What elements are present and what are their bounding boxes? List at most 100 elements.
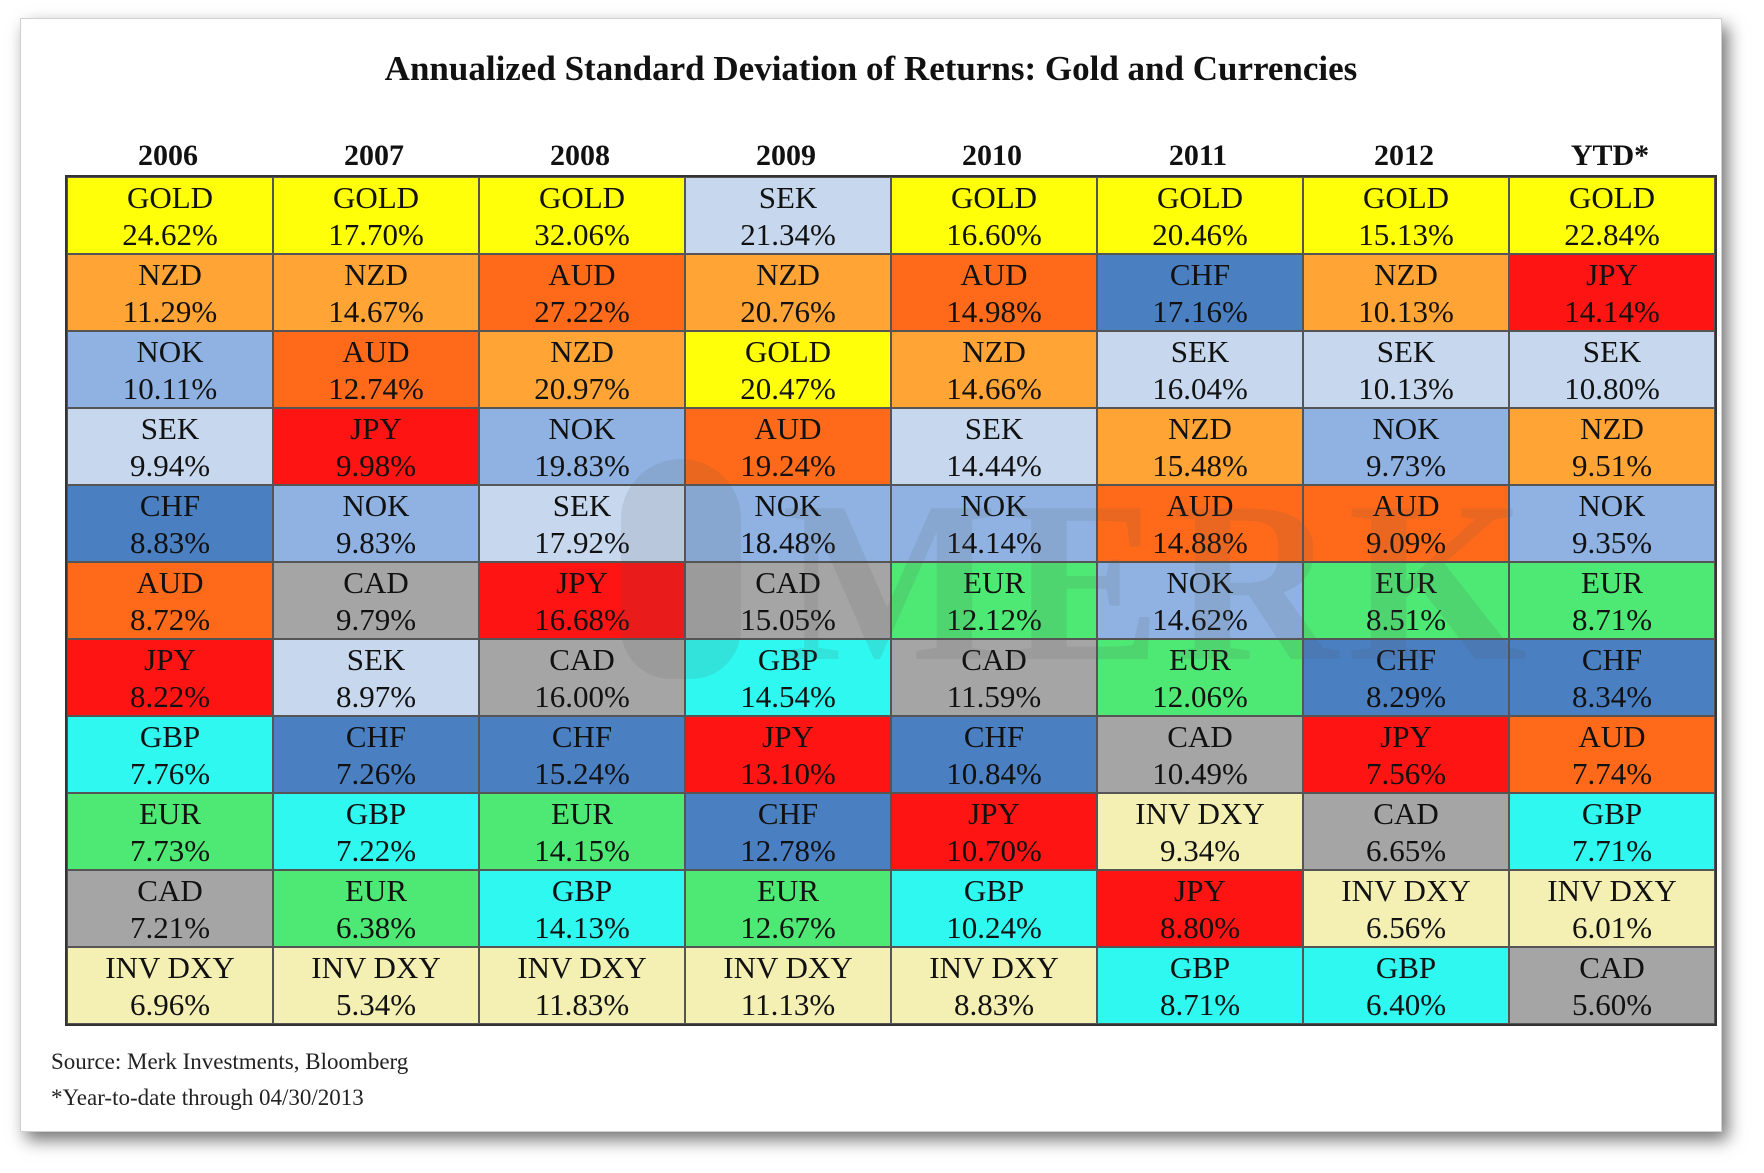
table-cell: INV DXY 6.56%: [1303, 870, 1509, 947]
table-cell: EUR 8.51%: [1303, 562, 1509, 639]
currency-label: AUD: [1372, 487, 1440, 523]
volatility-value: 8.97%: [335, 678, 417, 714]
table-cell: GBP 10.24%: [891, 870, 1097, 947]
chart-title: Annualized Standard Deviation of Returns…: [384, 49, 1358, 88]
volatility-value: 15.13%: [1358, 216, 1454, 252]
year-header-7: YTD*: [1570, 139, 1650, 172]
currency-label: AUD: [548, 256, 616, 292]
volatility-value: 8.71%: [1571, 601, 1653, 637]
volatility-value: 15.24%: [534, 755, 630, 791]
currency-label: INV DXY: [1341, 872, 1471, 908]
currency-label: NZD: [550, 333, 614, 369]
currency-label: INV DXY: [1547, 872, 1677, 908]
currency-label: SEK: [1170, 333, 1230, 369]
currency-label: CAD: [1579, 949, 1645, 985]
table-cell: INV DXY 11.83%: [479, 947, 685, 1024]
currency-label: NZD: [756, 256, 820, 292]
currency-label: AUD: [754, 410, 822, 446]
currency-label: INV DXY: [1135, 795, 1265, 831]
table-cell: CAD 15.05%: [685, 562, 891, 639]
currency-label: GBP: [963, 872, 1025, 908]
volatility-value: 10.11%: [122, 370, 218, 406]
volatility-value: 22.84%: [1564, 216, 1660, 252]
volatility-value: 6.40%: [1365, 986, 1447, 1022]
volatility-value: 12.06%: [1152, 678, 1248, 714]
table-cell: EUR 6.38%: [273, 870, 479, 947]
volatility-value: 14.88%: [1152, 524, 1248, 560]
table-cell: NZD 14.66%: [891, 331, 1097, 408]
table-cell: CHF 8.29%: [1303, 639, 1509, 716]
volatility-value: 14.98%: [946, 293, 1042, 329]
currency-label: GOLD: [1156, 179, 1244, 215]
table-cell: CAD 6.65%: [1303, 793, 1509, 870]
currency-label: CHF: [139, 487, 201, 523]
volatility-value: 7.76%: [129, 755, 211, 791]
volatility-value: 16.60%: [946, 216, 1042, 252]
table-cell: NOK 14.62%: [1097, 562, 1303, 639]
table-cell: EUR 14.15%: [479, 793, 685, 870]
table-cell: GBP 8.71%: [1097, 947, 1303, 1024]
volatility-value: 11.13%: [740, 986, 836, 1022]
table-cell: CHF 12.78%: [685, 793, 891, 870]
volatility-value: 11.83%: [534, 986, 630, 1022]
currency-label: JPY: [1586, 256, 1638, 292]
table-cell: GBP 7.71%: [1509, 793, 1715, 870]
table-cell: NZD 15.48%: [1097, 408, 1303, 485]
volatility-value: 10.13%: [1358, 370, 1454, 406]
table-cell: AUD 7.74%: [1509, 716, 1715, 793]
volatility-value: 13.10%: [740, 755, 836, 791]
table-cell: GBP 14.13%: [479, 870, 685, 947]
footnote: *Year-to-date through 04/30/2013: [51, 1085, 364, 1110]
table-cell: CHF 7.26%: [273, 716, 479, 793]
table-cell: SEK 21.34%: [685, 177, 891, 254]
currency-label: NOK: [1166, 564, 1234, 600]
table-cell: GBP 7.22%: [273, 793, 479, 870]
table-cell: SEK 17.92%: [479, 485, 685, 562]
currency-label: CHF: [1375, 641, 1437, 677]
currency-label: EUR: [757, 872, 819, 908]
currency-label: GBP: [757, 641, 819, 677]
table-cell: JPY 7.56%: [1303, 716, 1509, 793]
volatility-value: 14.44%: [946, 447, 1042, 483]
currency-label: NOK: [342, 487, 410, 523]
volatility-value: 7.22%: [335, 832, 417, 868]
table-cell: JPY 14.14%: [1509, 254, 1715, 331]
currency-label: CAD: [343, 564, 409, 600]
table-cell: INV DXY 6.96%: [67, 947, 273, 1024]
volatility-value: 10.80%: [1564, 370, 1660, 406]
volatility-value: 9.83%: [335, 524, 417, 560]
volatility-value: 7.74%: [1571, 755, 1653, 791]
volatility-value: 14.15%: [534, 832, 630, 868]
year-header-1: 2007: [344, 139, 404, 172]
table-cell: GBP 6.40%: [1303, 947, 1509, 1024]
currency-label: CHF: [1169, 256, 1231, 292]
currency-label: EUR: [1169, 641, 1231, 677]
currency-label: AUD: [960, 256, 1028, 292]
volatility-value: 8.51%: [1365, 601, 1447, 637]
table-cell: CHF 15.24%: [479, 716, 685, 793]
table-cell: EUR 8.71%: [1509, 562, 1715, 639]
currency-label: CHF: [757, 795, 819, 831]
volatility-value: 21.34%: [740, 216, 836, 252]
volatility-value: 10.84%: [946, 755, 1042, 791]
volatility-value: 7.21%: [129, 909, 211, 945]
table-cell: JPY 10.70%: [891, 793, 1097, 870]
volatility-value: 6.38%: [335, 909, 417, 945]
volatility-value: 20.47%: [740, 370, 836, 406]
volatility-value: 18.48%: [740, 524, 836, 560]
volatility-value: 10.70%: [946, 832, 1042, 868]
volatility-value: 15.48%: [1152, 447, 1248, 483]
currency-label: SEK: [1582, 333, 1642, 369]
volatility-value: 9.73%: [1365, 447, 1447, 483]
currency-label: JPY: [1380, 718, 1432, 754]
currency-label: EUR: [963, 564, 1025, 600]
currency-label: GBP: [1375, 949, 1437, 985]
table-cell: NZD 20.76%: [685, 254, 891, 331]
table-cell: EUR 12.06%: [1097, 639, 1303, 716]
table-cell: GBP 7.76%: [67, 716, 273, 793]
currency-label: SEK: [758, 179, 818, 215]
volatility-value: 8.34%: [1571, 678, 1653, 714]
currency-label: JPY: [968, 795, 1020, 831]
currency-label: GOLD: [950, 179, 1038, 215]
currency-label: SEK: [346, 641, 406, 677]
